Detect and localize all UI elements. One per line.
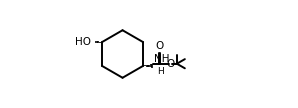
Text: HO: HO <box>74 37 91 47</box>
Text: O: O <box>156 41 164 51</box>
Text: NH: NH <box>154 54 169 64</box>
Text: O: O <box>166 59 175 69</box>
Text: H: H <box>157 67 164 76</box>
